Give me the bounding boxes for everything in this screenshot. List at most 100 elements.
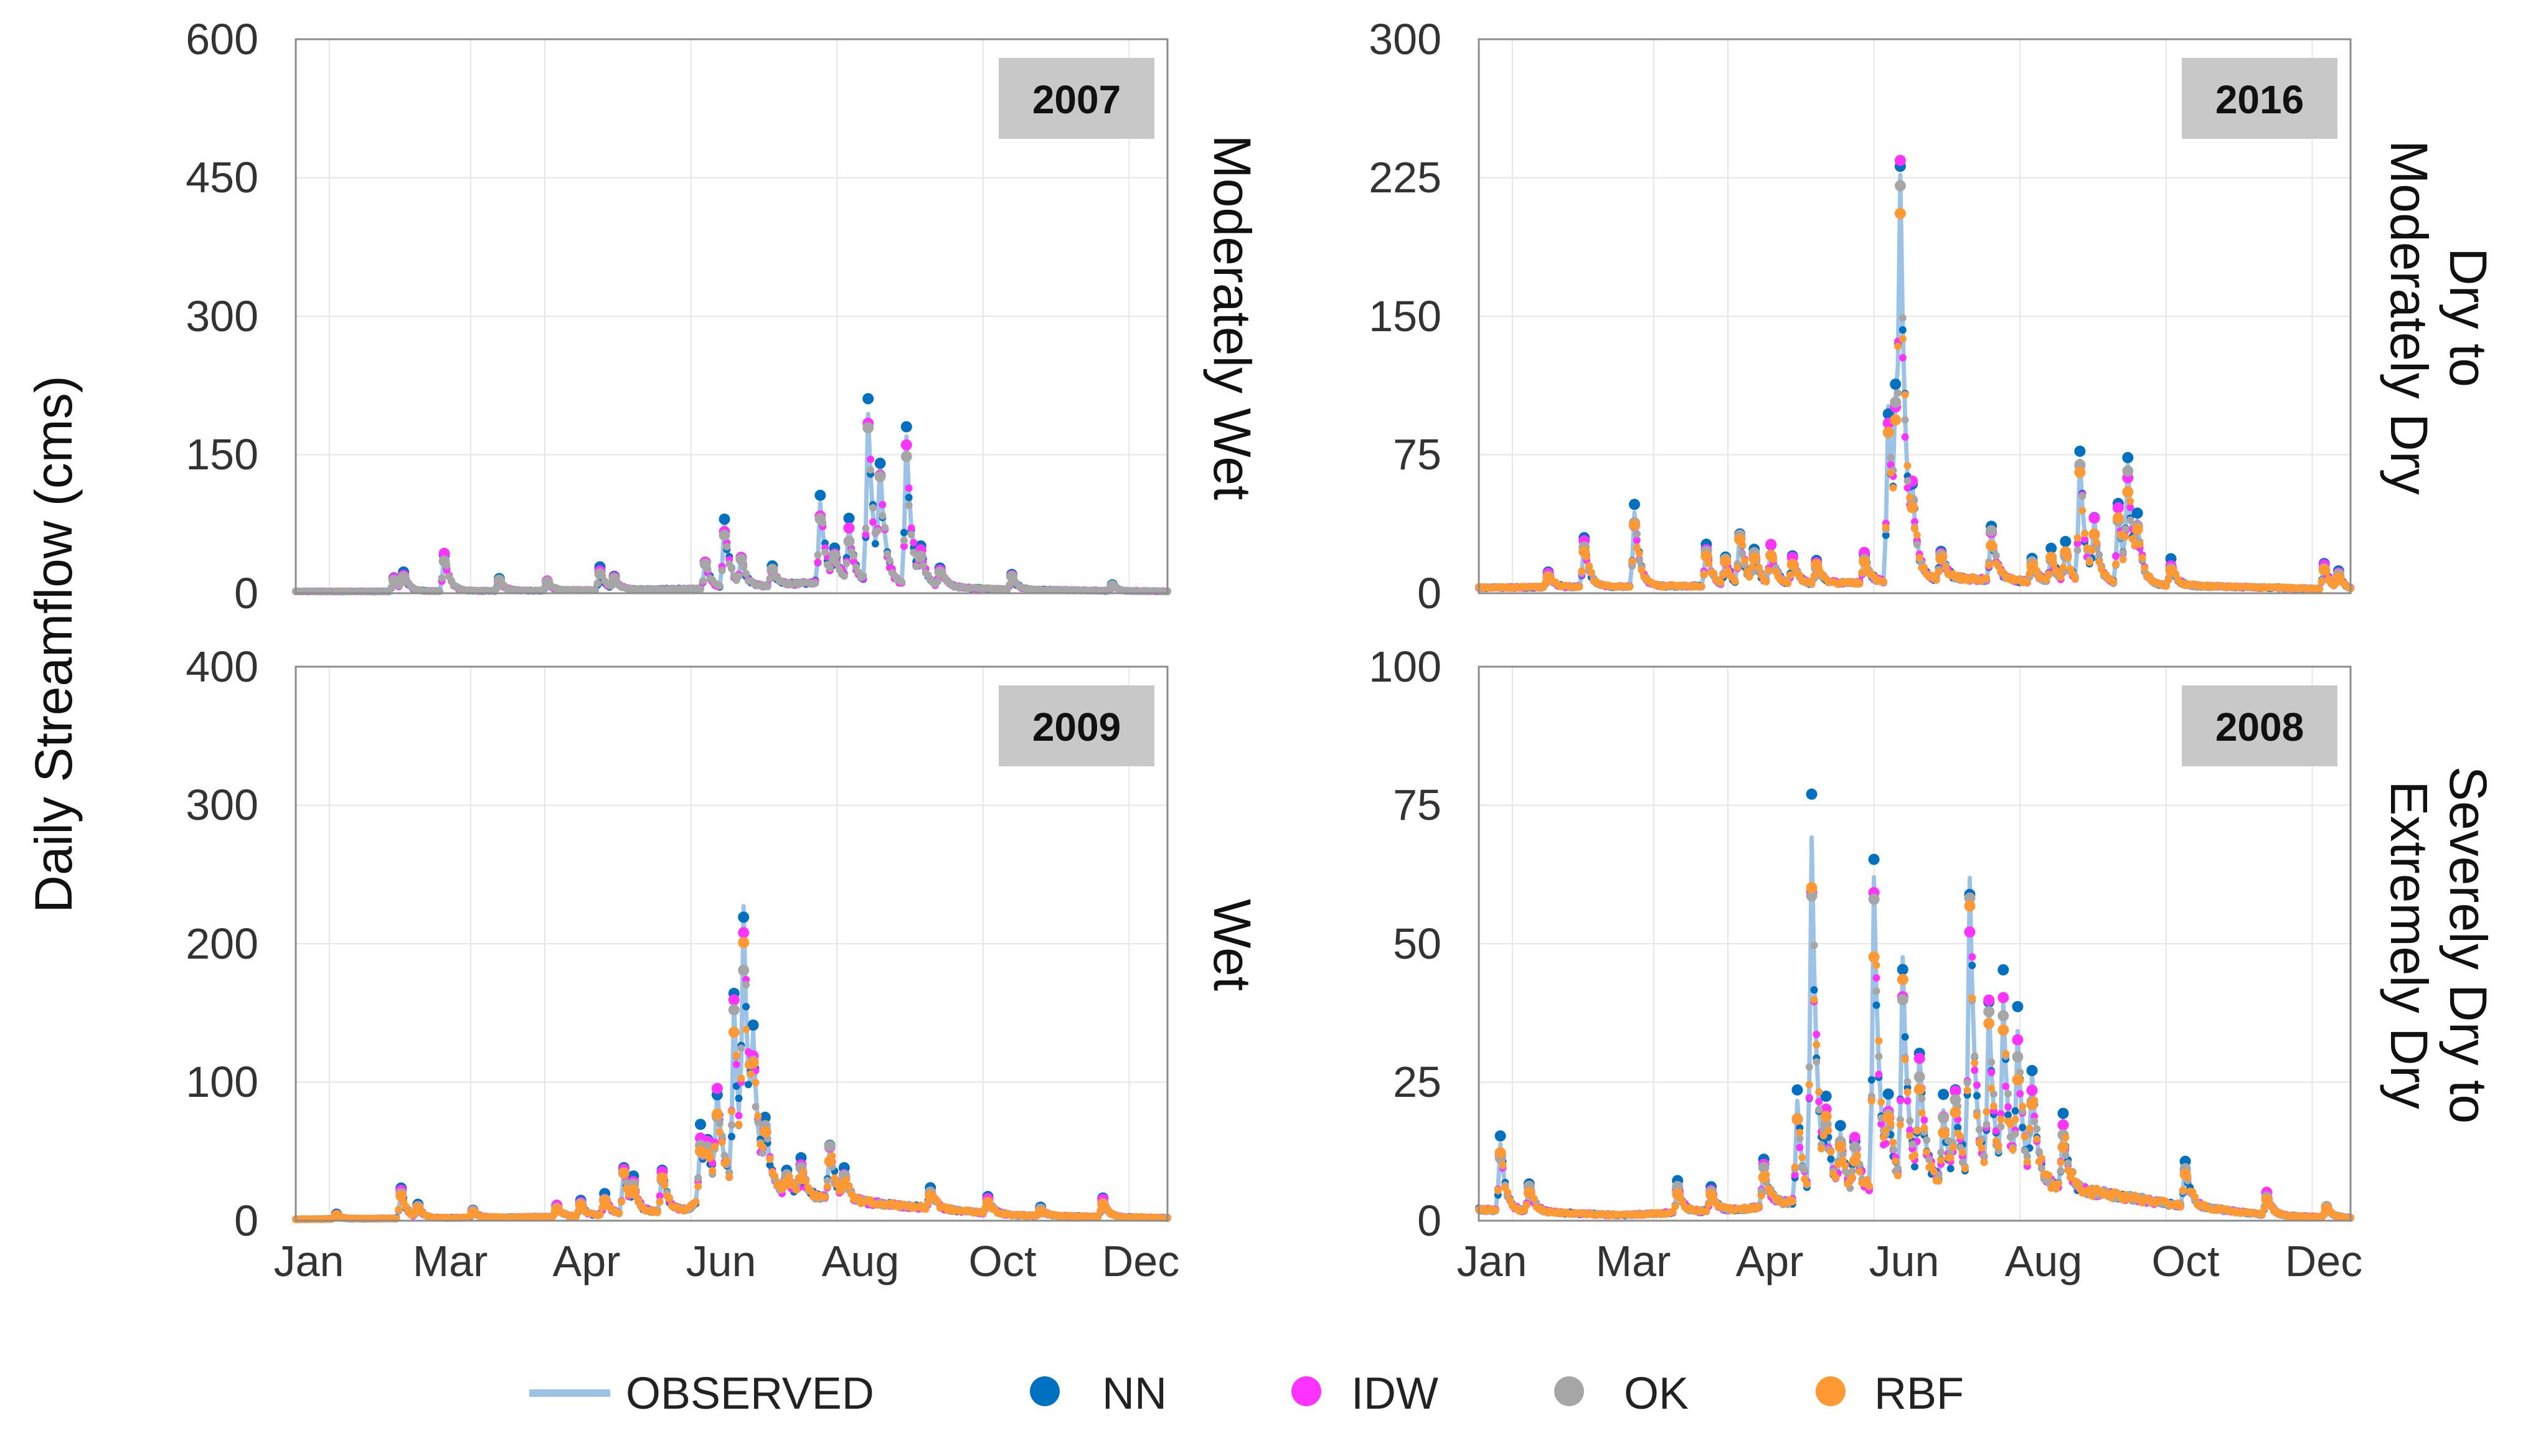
panel-2007-nn-point — [862, 393, 874, 405]
panel-2007-ok-point — [735, 572, 743, 580]
panel-2008-idw-point — [1973, 1081, 1981, 1089]
panel-2007-nn-point — [814, 489, 826, 501]
panel-2009-ok-point — [759, 1149, 766, 1157]
panel-2007-nn-point — [900, 421, 912, 433]
panel-2016-rbf-points — [1475, 207, 2354, 593]
panel-2009-year-label: 2009 — [1032, 705, 1121, 749]
panel-2009-x-tick: Aug — [822, 1237, 900, 1285]
panel-2008-nn-point — [1810, 986, 1818, 994]
panel-2016-idw-point — [1898, 354, 1907, 362]
panel-2008-idw-point — [1920, 1116, 1928, 1124]
panel-2016-rbf-point — [1583, 553, 1591, 561]
panel-2016-nn-point — [1629, 499, 1640, 510]
panel-2007-ok-point — [718, 566, 726, 575]
panel-2016-idw-point — [2112, 502, 2124, 514]
panel-2016-idw-point — [1887, 461, 1895, 469]
panel-2007-ok-point — [704, 565, 712, 573]
panel-2016-rbf-point — [2131, 524, 2143, 535]
panel-2016-rbf-point — [1720, 555, 1732, 567]
panel-2007-ok-point — [819, 519, 827, 527]
panel-2016-nn-point — [2074, 445, 2086, 457]
panel-2008-idw-point — [1882, 1139, 1890, 1147]
panel-2016-rbf-point — [1796, 571, 1804, 579]
panel-2007-ok-point — [869, 504, 877, 512]
panel-2016-rbf-point — [1915, 553, 1923, 561]
panel-2009-rbf-point — [711, 1108, 723, 1120]
panel-2016-rbf-point — [2110, 578, 2118, 586]
panel-2016-rbf-point — [1808, 579, 1816, 587]
panel-2009-ok-point — [742, 981, 750, 989]
panel-2016-rbf-point — [2164, 576, 2172, 584]
panel-2016-rbf-point — [2074, 466, 2086, 478]
panel-2009-rbf-point — [799, 1168, 808, 1176]
panel-2009-y-tick: 0 — [234, 1196, 258, 1245]
panel-2007-idw-point — [900, 542, 908, 550]
panel-2016-ok-point — [1901, 416, 1909, 424]
panel-2009-ok-point — [737, 1045, 745, 1053]
panel-2008-idw-point — [2016, 1090, 2024, 1097]
panel-2007-ok-point — [919, 561, 927, 570]
panel-2009-nn-point — [747, 1019, 759, 1031]
panel-2009-rbf-point — [709, 1167, 717, 1175]
panel-2008-nn-point — [2012, 1001, 2024, 1013]
panel-2016-idw-point — [1633, 536, 1641, 544]
panel-2016-ok-point — [2119, 548, 2127, 557]
panel-2016-rbf-point — [2316, 585, 2323, 593]
panel-2009-rbf-point — [728, 1026, 740, 1038]
panel-2016-rbf-point — [1894, 342, 1902, 350]
panel-2009-ok-point — [738, 964, 750, 976]
panel-2007-ok-point — [719, 529, 730, 541]
panel-2007-ok-point — [859, 572, 867, 580]
panel-2008-nn-point — [1868, 853, 1880, 865]
panel-2009-ok-point — [824, 1140, 836, 1152]
panel-2009-x-tick: Jun — [686, 1237, 757, 1285]
panel-2008-ok-point — [1672, 1181, 1684, 1193]
panel-2007-y-ticks: 600 450 300 150 0 — [186, 15, 258, 618]
panel-2016-rbf-point — [2030, 560, 2039, 568]
panel-2016-idw-point — [1903, 484, 1912, 492]
panel-2016-rbf-point — [1731, 577, 1739, 585]
panel-2016-rbf-point — [1903, 462, 1912, 470]
panel-2009-idw-point — [742, 975, 750, 984]
panel-2016-rbf-point — [1740, 557, 1748, 565]
panel-2016-ok-point — [1898, 314, 1907, 322]
panel-2016-idw-point — [1765, 538, 1777, 550]
panel-2016-ok-point — [1903, 477, 1912, 485]
panel-2016-rbf-point — [1985, 561, 1993, 569]
panel-2009-rbf-point — [706, 1154, 714, 1162]
panel-2016-rbf-point — [2078, 507, 2087, 515]
panel-2009-rbf-point — [747, 1070, 755, 1078]
panel-2007-ok-point — [850, 552, 858, 560]
panel-2007-ok-points — [292, 422, 1171, 596]
panel-2007-ok-point — [814, 551, 822, 559]
panel-2008-idw-point — [1896, 1096, 1904, 1104]
panel-2016-ok-point — [1913, 540, 1921, 548]
panel-2016-idw-point — [1911, 518, 1918, 526]
panel-2016-rbf-point — [1932, 576, 1940, 584]
panel-2009-rbf-point — [653, 1208, 661, 1216]
panel-2008-idw-point — [1805, 1094, 1813, 1102]
panel-2007-ok-point — [593, 580, 601, 587]
panel-2007-ok-point — [862, 422, 874, 434]
panel-2009-y-ticks: 400 300 200 100 0 — [186, 642, 258, 1245]
panel-2007-nn-point — [719, 514, 730, 525]
panel-2007-ok-point — [829, 550, 841, 561]
panel-2009-rbf-point — [732, 1051, 740, 1059]
panel-2016-idw-point — [1894, 154, 1906, 166]
panel-2007-idw-point — [905, 484, 913, 492]
panel-2007-ok-point — [840, 572, 848, 580]
panel-2016-rbf-point — [1628, 557, 1636, 565]
panel-2009: 400 300 200 100 0 2009 Wet Jan Mar Apr J… — [186, 642, 1262, 1285]
panel-2009-ok-point — [694, 1174, 702, 1182]
panel-2007-ok-point — [912, 563, 920, 570]
panel-2016-rbf-point — [1762, 578, 1770, 586]
panel-2016-rbf-point — [1765, 566, 1773, 574]
panel-2008-idw-point — [1849, 1132, 1860, 1144]
panel-2008-idw-point — [1815, 1097, 1823, 1106]
panel-2016-nn-point — [2045, 542, 2057, 554]
panel-2016-nn-point — [2131, 507, 2143, 519]
panel-2008-idw-point — [1971, 1066, 1979, 1074]
panel-2009-ok-point — [728, 1004, 740, 1016]
panel-2016-rbf-point — [1733, 563, 1742, 571]
panel-2007-ok-point — [881, 524, 889, 532]
